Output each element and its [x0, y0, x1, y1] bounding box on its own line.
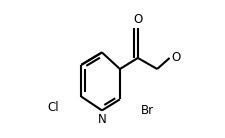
Text: Cl: Cl	[47, 101, 59, 114]
Text: O: O	[133, 13, 142, 26]
Text: N: N	[97, 113, 106, 126]
Text: Br: Br	[140, 104, 153, 117]
Text: O: O	[170, 51, 179, 64]
